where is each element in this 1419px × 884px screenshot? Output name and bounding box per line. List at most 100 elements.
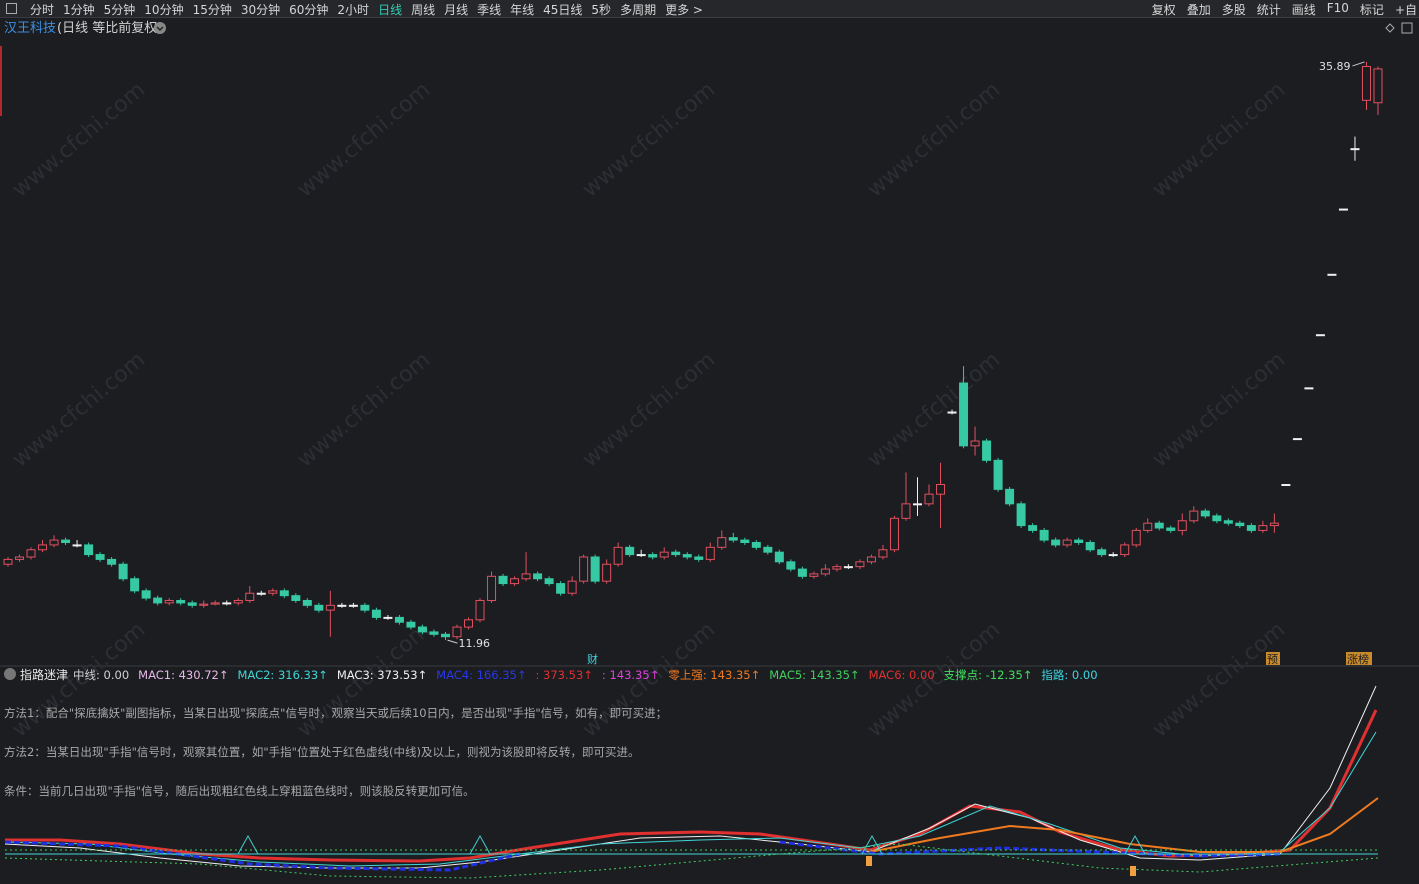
candle-body <box>740 539 750 543</box>
indicator-line <box>4 843 1379 879</box>
toolbar-item[interactable]: +自 <box>1394 3 1417 17</box>
candle-body <box>544 578 554 585</box>
finance-marker: 财 <box>587 652 598 666</box>
toolbar-item[interactable]: 日线 <box>378 3 403 17</box>
mode-dropdown[interactable] <box>154 22 166 34</box>
toolbar-item[interactable]: 30分钟 <box>240 3 281 17</box>
indicator-line <box>4 840 1281 872</box>
toolbar-item[interactable]: F10 <box>1326 1 1349 15</box>
indicator-dropdown[interactable] <box>4 668 16 680</box>
toolbar-item[interactable]: 60分钟 <box>289 3 329 17</box>
candle-body <box>866 556 876 563</box>
candle-body <box>1292 438 1302 441</box>
candle-body <box>832 566 842 570</box>
candle-body <box>429 631 439 635</box>
candle-body <box>1016 503 1026 527</box>
toolbar-item[interactable]: 标记 <box>1359 3 1384 17</box>
candle-body <box>889 517 899 551</box>
indicator-name: 指路迷津 <box>20 667 68 682</box>
toolbar-item[interactable]: 1分钟 <box>63 3 95 17</box>
diamond-icon[interactable] <box>1385 23 1395 33</box>
menu-icon[interactable] <box>6 3 17 14</box>
candle-body <box>1189 510 1199 522</box>
candle-body <box>141 590 151 599</box>
toolbar-item[interactable]: 统计 <box>1256 3 1281 17</box>
toolbar-item[interactable]: 多股 <box>1221 3 1246 17</box>
candle-body <box>728 537 738 541</box>
candle-body <box>820 568 830 575</box>
candle-body <box>705 546 715 560</box>
candle-body <box>222 602 232 605</box>
candle-body <box>1200 510 1210 517</box>
toolbar-item[interactable]: 5分钟 <box>103 3 136 17</box>
high-arrow <box>1352 61 1365 67</box>
candle-body <box>1028 525 1038 531</box>
forecast-badge: 预 <box>1267 653 1278 666</box>
toolbar-item[interactable]: 45日线 <box>543 3 583 17</box>
candle-body <box>924 493 934 505</box>
candle-body <box>510 578 520 585</box>
toolbar-item[interactable]: 周线 <box>411 3 436 17</box>
finger-signal <box>866 856 1136 876</box>
toolbar-item[interactable]: 更多 > <box>665 3 703 17</box>
candle-body <box>26 549 36 558</box>
candle-body <box>843 566 853 569</box>
candle-body <box>786 561 796 570</box>
indicator-legend: : 143.35↑ <box>602 668 659 682</box>
candle-body <box>613 546 623 565</box>
candle-body <box>682 554 692 558</box>
candle-body <box>107 558 117 565</box>
candle-body <box>1120 544 1130 556</box>
toolbar-item[interactable]: 多周期 <box>620 3 657 17</box>
candle-body <box>164 599 174 604</box>
candle-body <box>15 556 25 560</box>
candle-body <box>1062 539 1072 546</box>
candle-body <box>1258 525 1268 531</box>
toolbar-item[interactable]: 2小时 <box>337 3 370 17</box>
toolbar-item[interactable]: 年线 <box>510 3 535 17</box>
candle-body <box>1350 148 1360 151</box>
indicator-legend: MAC6: 0.00 <box>869 668 935 682</box>
candle-body <box>302 599 312 606</box>
candle-body <box>556 583 566 594</box>
candle-body <box>1108 554 1118 557</box>
watermarks: www.cfchi.com www.cfchi.com www.cfchi.com w… <box>8 77 1290 742</box>
toolbar-item[interactable]: 季线 <box>477 3 502 17</box>
candle-body <box>406 621 416 628</box>
toolbar-item[interactable]: 15分钟 <box>192 3 232 17</box>
candle-body <box>1005 488 1015 505</box>
indicator-legend: 支撑点: -12.35↑ <box>944 668 1033 682</box>
watermark: www.cfchi.com <box>863 77 1005 202</box>
signal-triangle <box>237 834 1146 855</box>
candle-body <box>245 592 255 601</box>
candle-body <box>233 599 243 604</box>
candle-body <box>959 382 969 447</box>
watermark: www.cfchi.com <box>1148 77 1290 202</box>
candle-body <box>625 546 635 556</box>
badge-bg <box>1346 652 1372 665</box>
toolbar-item[interactable]: 画线 <box>1291 3 1316 17</box>
candle-body <box>763 546 773 553</box>
candle-body <box>855 561 865 568</box>
candle-body <box>774 551 784 563</box>
candle-body <box>912 503 922 506</box>
candle-body <box>694 556 704 560</box>
toolbar-item[interactable]: 叠加 <box>1186 3 1211 17</box>
method-note: 条件：当前几日出现"手指"信号，随后出现粗红色线上穿粗蓝色线时，则该股反转更加可… <box>4 784 475 798</box>
toolbar-item[interactable]: 月线 <box>444 3 469 17</box>
window-icon[interactable] <box>1401 22 1413 34</box>
candle-body <box>1315 334 1325 337</box>
candle-body <box>1373 68 1383 104</box>
toolbar-item[interactable]: 5秒 <box>591 3 612 17</box>
indicator-panel: 指路迷津 中线: 0.00 MAC1: 430.72↑ MAC2: 316.33↑ M… <box>4 667 1379 879</box>
toolbar-item[interactable]: 分时 <box>30 3 55 17</box>
candle-body <box>1281 484 1291 487</box>
high-label: 35.89 <box>1319 60 1351 73</box>
candle-body <box>1269 522 1279 527</box>
toolbar-item[interactable]: 10分钟 <box>144 3 184 17</box>
stock-name[interactable]: 汉王科技 <box>4 21 56 36</box>
candle-body <box>95 554 105 560</box>
candle-body <box>1235 522 1245 527</box>
candle-body <box>440 633 450 638</box>
toolbar-item[interactable]: 复权 <box>1151 3 1176 17</box>
